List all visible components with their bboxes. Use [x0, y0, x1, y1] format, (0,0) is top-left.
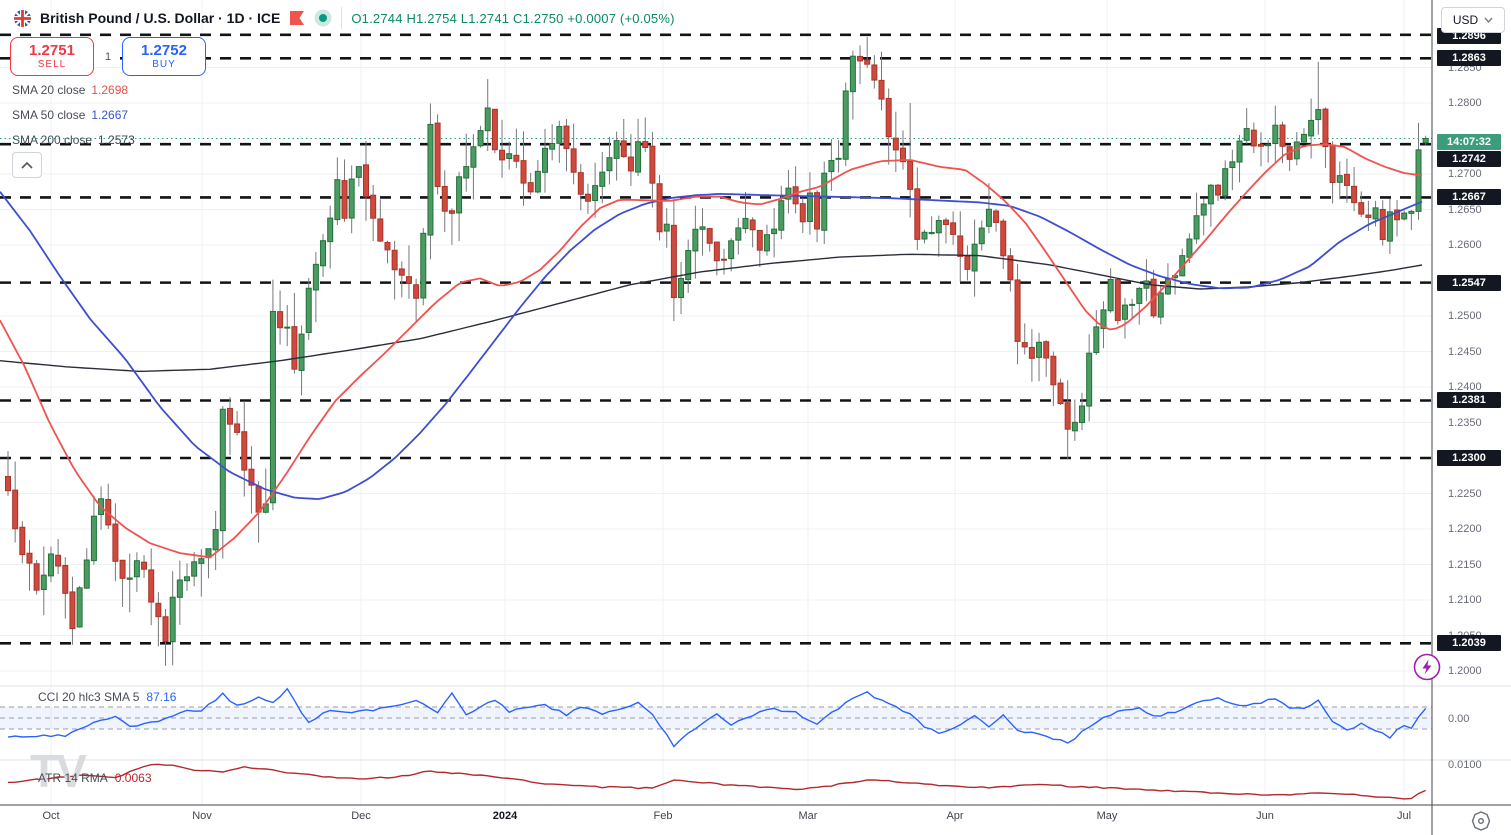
sell-price: 1.2751: [29, 42, 75, 59]
price-tick: 1.2150: [1448, 558, 1482, 571]
atr-legend[interactable]: ATR 14 RMA 0.0063: [38, 771, 152, 785]
level-price-label: 1.2381: [1437, 392, 1501, 409]
order-panel: 1.2751 SELL 1 1.2752 BUY: [10, 37, 206, 76]
month-label: Apr: [946, 810, 964, 822]
gbp-flag-icon: [14, 9, 31, 27]
atr-value: 0.0063: [114, 771, 152, 785]
price-tick: 1.2000: [1448, 665, 1482, 677]
level-price-label: 1.2742: [1437, 151, 1501, 167]
symbol-title[interactable]: British Pound / U.S. Dollar · 1D · ICE: [40, 10, 281, 26]
sma-name: SMA 200 close: [12, 133, 93, 147]
price-tick: 1.2500: [1448, 310, 1482, 322]
sma-legend-row[interactable]: SMA 50 close 1.2667: [12, 107, 128, 123]
month-label: Mar: [798, 810, 818, 822]
cci-legend[interactable]: CCI 20 hlc3 SMA 5 87.16: [38, 690, 176, 704]
spread-value: 1: [96, 47, 120, 66]
ohlc-values: O1.2744 H1.2754 L1.2741 C1.2750 +0.0007 …: [351, 10, 675, 26]
price-tick: 1.2800: [1448, 97, 1482, 109]
price-tick: 1.2600: [1448, 239, 1482, 251]
price-tick: 1.2200: [1448, 523, 1482, 535]
atr-scale-tick: 0.0100: [1448, 759, 1482, 771]
sma-value: 1.2573: [98, 133, 135, 147]
price-tick: 1.2250: [1448, 487, 1482, 500]
month-label: Dec: [351, 810, 371, 822]
chart-header: British Pound / U.S. Dollar · 1D · ICE O…: [14, 6, 675, 30]
month-label: Nov: [192, 810, 212, 822]
lightning-trade-button[interactable]: [1413, 653, 1441, 686]
collapse-legend-button[interactable]: [12, 152, 42, 178]
month-label: 2024: [492, 810, 518, 822]
month-label: Jul: [1396, 810, 1412, 822]
sma-value: 1.2698: [91, 83, 129, 97]
flag-symbol-icon[interactable]: [289, 10, 305, 26]
chevron-down-icon: [1484, 17, 1493, 23]
level-price-label: 1.2863: [1437, 50, 1501, 67]
level-price-label: 1.2667: [1437, 189, 1501, 206]
price-tick: 1.2400: [1448, 381, 1482, 393]
level-price-label: 1.2039: [1437, 635, 1501, 652]
price-tick: 1.2350: [1448, 416, 1482, 429]
sma-legend-row[interactable]: SMA 200 close 1.2573: [12, 132, 135, 148]
price-tick: 1.2650: [1448, 203, 1482, 216]
month-label: Jun: [1256, 810, 1274, 822]
currency-selector-button[interactable]: USD: [1441, 7, 1505, 33]
cci-scale-tick: 0.00: [1448, 713, 1470, 725]
sma-name: SMA 50 close: [12, 108, 86, 122]
atr-title: ATR 14 RMA: [38, 771, 108, 785]
market-status-icon[interactable]: [314, 9, 332, 27]
sma-value: 1.2667: [91, 108, 129, 122]
cci-value: 87.16: [146, 690, 177, 704]
level-price-label: 1.2547: [1437, 274, 1501, 291]
bar-countdown-label: 14:07:32: [1437, 134, 1501, 150]
level-price-label: 1.2300: [1437, 450, 1501, 466]
tradingview-watermark: TV: [30, 745, 87, 797]
buy-button[interactable]: 1.2752 BUY: [122, 37, 206, 76]
sell-button[interactable]: 1.2751 SELL: [10, 37, 94, 76]
sell-label: SELL: [37, 59, 67, 70]
price-tick: 1.2700: [1448, 168, 1482, 180]
scale-settings-icon[interactable]: [1466, 809, 1496, 835]
currency-label: USD: [1452, 13, 1479, 27]
price-tick: 1.2100: [1448, 594, 1482, 606]
month-label: Feb: [653, 810, 673, 822]
buy-price: 1.2752: [141, 42, 187, 59]
month-label: May: [1096, 810, 1118, 822]
sma-legend-row[interactable]: SMA 20 close 1.2698: [12, 82, 128, 98]
price-tick: 1.2450: [1448, 345, 1482, 358]
header-divider: [341, 7, 343, 29]
month-label: Oct: [42, 810, 60, 822]
sma-name: SMA 20 close: [12, 83, 86, 97]
cci-title: CCI 20 hlc3 SMA 5: [38, 690, 140, 704]
buy-label: BUY: [152, 59, 176, 70]
